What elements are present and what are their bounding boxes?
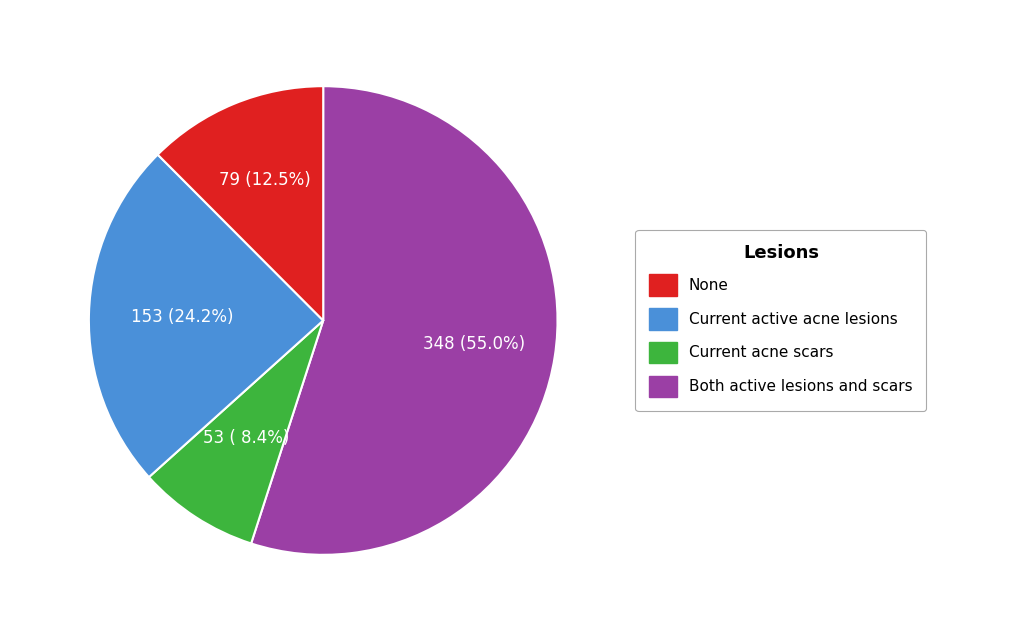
Text: 153 (24.2%): 153 (24.2%) (131, 308, 234, 326)
Wedge shape (158, 86, 323, 320)
Legend: None, Current active acne lesions, Current acne scars, Both active lesions and s: None, Current active acne lesions, Curre… (635, 230, 926, 411)
Wedge shape (148, 320, 323, 544)
Text: 79 (12.5%): 79 (12.5%) (219, 171, 311, 188)
Wedge shape (89, 154, 323, 477)
Wedge shape (251, 86, 558, 555)
Text: 348 (55.0%): 348 (55.0%) (422, 335, 525, 353)
Text: 53 ( 8.4%): 53 ( 8.4%) (203, 429, 290, 447)
